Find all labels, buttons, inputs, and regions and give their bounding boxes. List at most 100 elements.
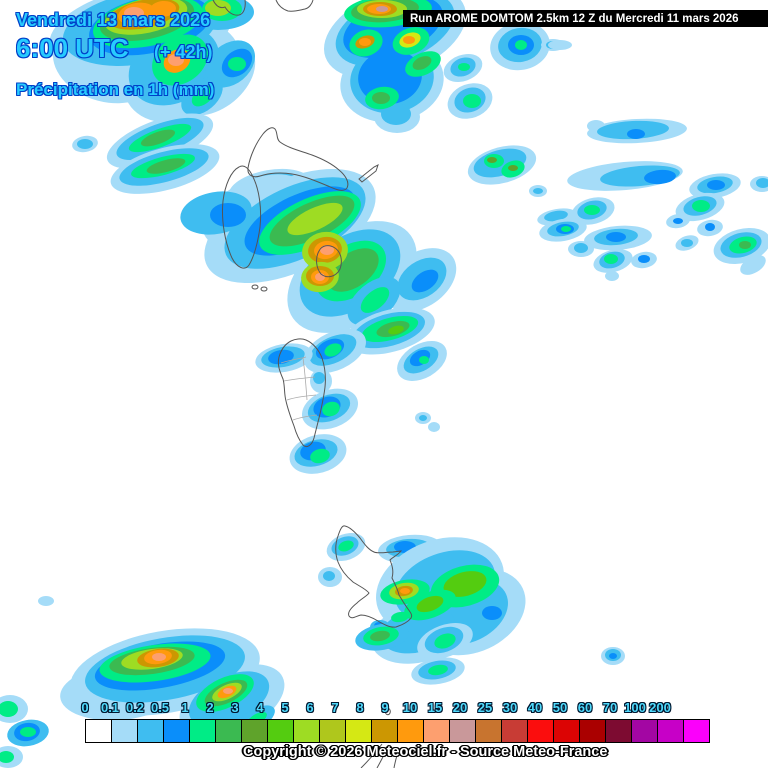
island-outline-grande-terre	[247, 127, 349, 191]
legend-tick-70: 70	[602, 700, 618, 715]
precip-blob	[124, 7, 144, 19]
precip-blob	[644, 169, 676, 185]
legend-color-scale	[85, 719, 710, 743]
island-outline-martinique	[335, 525, 413, 628]
legend-cell-70	[631, 719, 658, 743]
precip-blob	[313, 372, 325, 384]
precip-blob	[515, 40, 527, 50]
precip-blob	[338, 540, 354, 552]
legend-tick-40: 40	[527, 700, 543, 715]
precip-blob	[323, 571, 335, 581]
precip-blob	[681, 239, 693, 247]
legend-cell-9	[397, 719, 424, 743]
legend-tick-0.1: 0.1	[100, 700, 120, 715]
legend-tick-10: 10	[402, 700, 418, 715]
precip-blob	[372, 92, 390, 104]
legend-tick-50: 50	[552, 700, 568, 715]
legend-tick-7: 7	[331, 700, 339, 715]
precip-blob	[638, 255, 650, 263]
legend-cell-0.2	[137, 719, 164, 743]
legend-tick-20: 20	[452, 700, 468, 715]
legend-cell-7	[345, 719, 372, 743]
precip-blob	[38, 596, 54, 606]
precip-blob	[574, 243, 588, 253]
precip-blob	[370, 630, 390, 642]
precip-blob	[428, 664, 448, 676]
precip-blob	[604, 254, 618, 264]
legend-tick-2: 2	[206, 700, 214, 715]
precip-blob	[548, 40, 572, 50]
legend-tick-8: 8	[356, 700, 364, 715]
legend-cell-3	[241, 719, 268, 743]
precip-blob	[584, 205, 600, 215]
precip-blob	[152, 653, 166, 661]
copyright-text: Copyright © 2026 Meteociel.fr - Source M…	[243, 744, 608, 760]
legend-tick-0.5: 0.5	[150, 700, 170, 715]
island-outline-les-saintes-2	[260, 286, 268, 292]
legend-tick-0.2: 0.2	[125, 700, 145, 715]
island-outline-antigua-partial-west	[212, 0, 246, 16]
precip-blob	[739, 241, 751, 249]
island-outline-antigua-partial-east	[275, 0, 314, 12]
precip-blob	[20, 727, 36, 737]
legend-tick-3: 3	[231, 700, 239, 715]
precip-blob	[146, 158, 186, 174]
legend-cell-0.5	[163, 719, 190, 743]
precip-blob	[412, 56, 432, 70]
legend-tick-60: 60	[577, 700, 593, 715]
precip-blob	[322, 401, 340, 417]
precip-blob	[673, 218, 683, 224]
precip-blob	[360, 287, 390, 313]
precip-blob	[705, 223, 715, 231]
legend-cell-30	[527, 719, 554, 743]
legend-cell-40	[553, 719, 580, 743]
precip-blob	[707, 180, 725, 190]
legend-tick-200: 200	[649, 700, 671, 715]
legend-cell-15	[449, 719, 476, 743]
island-outline-basse-terre	[222, 165, 262, 269]
precip-blob	[605, 271, 619, 281]
island-outline-les-saintes-1	[251, 284, 259, 290]
legend-tick-1: 1	[181, 700, 189, 715]
legend-tick-6: 6	[306, 700, 314, 715]
legend-cell-100	[657, 719, 684, 743]
precip-blob	[168, 54, 184, 66]
precip-blob	[609, 653, 617, 659]
precip-blob	[150, 0, 176, 18]
legend-cell-5	[293, 719, 320, 743]
precip-blob	[443, 571, 487, 597]
precip-blob	[482, 606, 502, 620]
precip-blob	[487, 157, 497, 163]
legend-tick-5: 5	[281, 700, 289, 715]
forecast-offset: (+ 42h)	[154, 42, 213, 62]
legend-tick-15: 15	[427, 700, 443, 715]
legend-cell-1	[189, 719, 216, 743]
legend-tick-100: 100	[624, 700, 646, 715]
precip-blob	[508, 165, 518, 171]
legend-cell-50	[579, 719, 606, 743]
legend-tick-0: 0	[81, 700, 89, 715]
precip-blob	[315, 273, 325, 281]
legend-tick-25: 25	[477, 700, 493, 715]
precip-blob	[740, 255, 766, 275]
legend-cell-4	[267, 719, 294, 743]
run-info-text: Run AROME DOMTOM 2.5km 12 Z du Mercredi …	[410, 12, 739, 25]
precip-blob	[419, 356, 429, 364]
island-outline-marie-galante	[316, 245, 342, 278]
legend-cell-25	[501, 719, 528, 743]
precip-blob	[268, 349, 294, 365]
legend-cell-0.1	[111, 719, 138, 743]
precip-blob	[400, 588, 410, 594]
island-inner-lines-dominica-parishes	[280, 356, 318, 421]
precip-blob	[627, 129, 645, 139]
precip-blob	[419, 415, 427, 421]
precip-blob	[223, 688, 233, 694]
legend-cell-10	[423, 719, 450, 743]
precip-blob	[403, 36, 415, 44]
precip-blob	[310, 448, 330, 464]
run-info-bar: Run AROME DOMTOM 2.5km 12 Z du Mercredi …	[403, 10, 768, 27]
legend-cell-200	[683, 719, 710, 743]
precip-blob	[434, 633, 456, 649]
